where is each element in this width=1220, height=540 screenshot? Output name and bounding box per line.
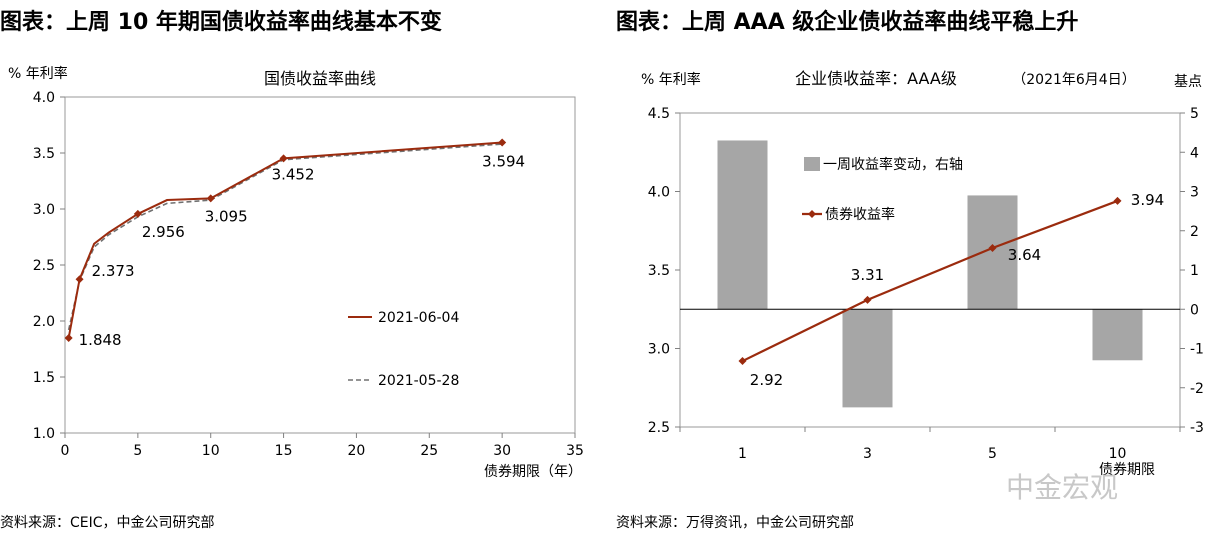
right-data-label: 3.31 xyxy=(851,266,884,284)
left-y-tick-label: 3.0 xyxy=(33,202,55,218)
legend-label-bond-yield: 债券收益率 xyxy=(825,206,895,223)
right-x-tick-label: 3 xyxy=(863,446,872,462)
bar-weekly-change xyxy=(1092,309,1143,361)
right-left-y-tick-label: 3.0 xyxy=(648,342,670,358)
right-right-y-tick-label: 4 xyxy=(1190,145,1199,161)
left-data-label: 2.373 xyxy=(92,262,135,280)
right-left-y-tick-label: 4.0 xyxy=(648,185,670,201)
right-right-y-tick-label: -1 xyxy=(1190,342,1204,358)
left-data-label: 3.095 xyxy=(205,207,248,225)
left-x-tick-label: 30 xyxy=(493,443,511,459)
right-x-axis-label: 债券期限 xyxy=(1099,462,1155,478)
legend-label-2021-05-28: 2021-05-28 xyxy=(378,373,459,389)
series-point-bond-yield xyxy=(1113,196,1122,205)
left-y-tick-label: 2.0 xyxy=(33,314,55,330)
series-point-bond-yield xyxy=(738,357,747,366)
right-chart-title: 企业债收益率：AAA级 xyxy=(795,69,957,88)
right-data-label: 2.92 xyxy=(750,371,783,389)
right-right-y-tick-label: 3 xyxy=(1190,185,1199,201)
left-chart-source: 资料来源：CEIC，中金公司研究部 xyxy=(0,515,215,531)
right-x-tick-label: 10 xyxy=(1109,446,1127,462)
left-x-tick-label: 0 xyxy=(61,443,70,459)
bar-weekly-change xyxy=(967,195,1018,310)
left-data-label: 3.452 xyxy=(272,165,315,183)
right-left-y-tick-label: 2.5 xyxy=(648,420,670,436)
left-x-tick-label: 15 xyxy=(275,443,293,459)
right-x-tick-label: 5 xyxy=(988,446,997,462)
series-point-bond-yield xyxy=(988,244,997,253)
right-right-y-tick-label: 1 xyxy=(1190,263,1199,279)
left-data-label: 1.848 xyxy=(79,331,122,349)
watermark: 中金宏观 xyxy=(1006,471,1119,504)
left-x-tick-label: 35 xyxy=(566,443,584,459)
series-point-2021-06-04 xyxy=(133,209,142,218)
series-point-2021-06-04 xyxy=(75,275,84,284)
legend-swatch-weekly-change xyxy=(804,157,820,171)
right-chart-source: 资料来源：万得资讯，中金公司研究部 xyxy=(616,515,854,531)
right-right-y-tick-label: 5 xyxy=(1190,106,1199,122)
left-x-tick-label: 20 xyxy=(348,443,366,459)
right-chart-heading: 图表：上周 AAA 级企业债收益率曲线平稳上升 xyxy=(616,10,1079,35)
series-point-2021-06-04 xyxy=(498,138,507,147)
right-right-y-tick-label: -2 xyxy=(1190,381,1204,397)
left-y-tick-label: 1.0 xyxy=(33,426,55,442)
right-data-label: 3.64 xyxy=(1008,246,1041,264)
left-y-tick-label: 4.0 xyxy=(33,90,55,106)
series-point-2021-06-04 xyxy=(206,194,215,203)
right-data-label: 3.94 xyxy=(1131,191,1164,209)
legend-label-2021-06-04: 2021-06-04 xyxy=(378,310,459,326)
right-chart-subtitle: （2021年6月4日） xyxy=(1012,72,1135,88)
right-right-y-tick-label: 2 xyxy=(1190,224,1199,240)
left-chart-heading: 图表：上周 10 年期国债收益率曲线基本不变 xyxy=(0,10,442,35)
left-x-axis-label: 债券期限（年） xyxy=(484,464,582,480)
legend-label-weekly-change: 一周收益率变动，右轴 xyxy=(823,156,963,173)
left-y-axis-label: % 年利率 xyxy=(8,65,68,82)
right-left-y-tick-label: 4.5 xyxy=(648,106,670,122)
series-point-2021-06-04 xyxy=(64,334,73,343)
left-x-tick-label: 10 xyxy=(202,443,220,459)
left-x-tick-label: 5 xyxy=(133,443,142,459)
bar-weekly-change xyxy=(717,140,768,310)
right-left-y-tick-label: 3.5 xyxy=(648,263,670,279)
left-y-tick-label: 1.5 xyxy=(33,370,55,386)
left-x-tick-label: 25 xyxy=(420,443,438,459)
series-line-bond-yield xyxy=(742,199,1118,363)
right-x-tick-label: 1 xyxy=(738,446,747,462)
left-y-tick-label: 2.5 xyxy=(33,258,55,274)
left-data-label: 2.956 xyxy=(142,223,185,241)
right-right-axis-label: 基点 xyxy=(1174,73,1202,90)
left-plot-frame xyxy=(64,96,576,434)
series-point-2021-06-04 xyxy=(279,154,288,163)
right-right-y-tick-label: 0 xyxy=(1190,302,1199,318)
series-point-bond-yield xyxy=(863,295,872,304)
left-chart-title: 国债收益率曲线 xyxy=(264,69,376,88)
bar-weekly-change xyxy=(842,309,893,408)
right-right-y-tick-label: -3 xyxy=(1190,420,1204,436)
legend-marker-bond-yield xyxy=(808,210,816,218)
left-y-tick-label: 3.5 xyxy=(33,146,55,162)
left-data-label: 3.594 xyxy=(482,152,525,170)
right-left-axis-label: % 年利率 xyxy=(641,71,701,88)
